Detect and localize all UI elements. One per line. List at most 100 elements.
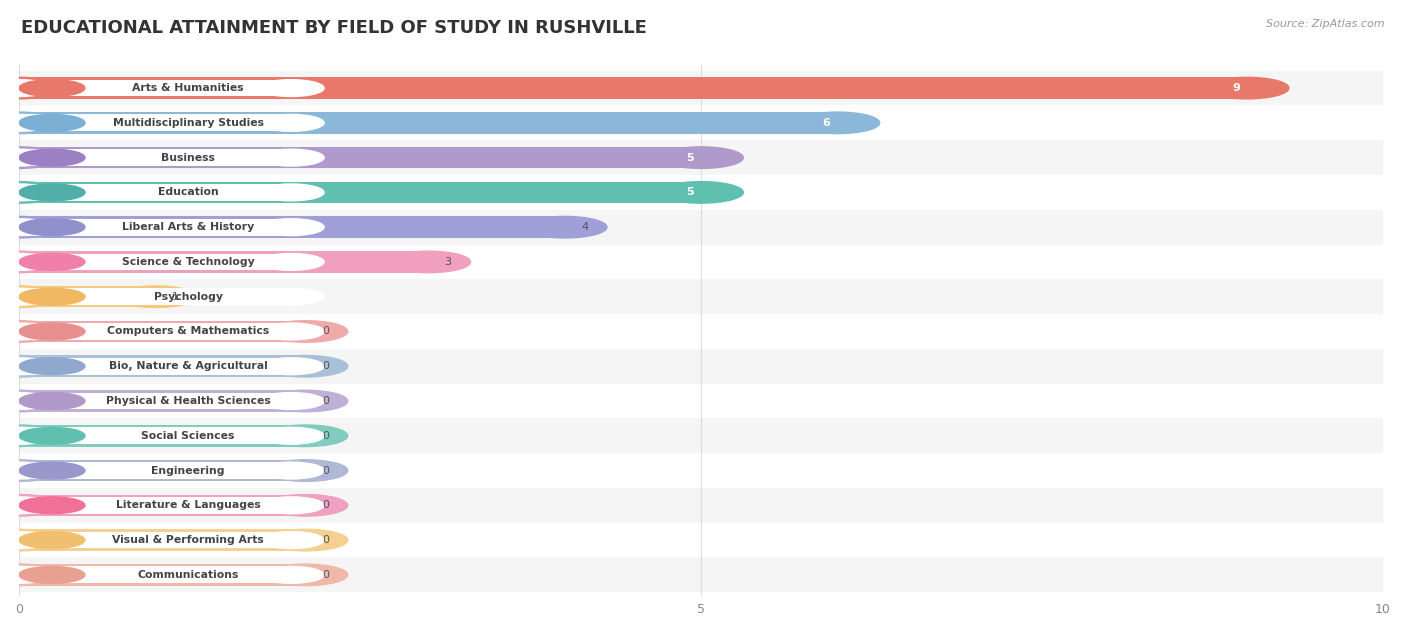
Text: 0: 0: [322, 361, 329, 371]
Bar: [20, 254, 291, 270]
Bar: [20, 564, 305, 586]
Circle shape: [0, 216, 62, 238]
Circle shape: [259, 80, 325, 97]
Text: Arts & Humanities: Arts & Humanities: [132, 83, 243, 93]
Bar: [20, 114, 291, 131]
Bar: [20, 78, 1247, 99]
Bar: [20, 251, 429, 273]
Bar: [0, 453, 1384, 488]
Circle shape: [259, 427, 325, 444]
Circle shape: [20, 462, 84, 479]
Circle shape: [0, 567, 52, 583]
Text: Social Sciences: Social Sciences: [142, 431, 235, 441]
Text: Literature & Languages: Literature & Languages: [115, 500, 260, 510]
Circle shape: [259, 567, 325, 583]
Circle shape: [523, 216, 607, 238]
Circle shape: [263, 425, 347, 447]
Bar: [0, 522, 1384, 557]
Circle shape: [0, 355, 62, 377]
Text: 5: 5: [686, 187, 695, 198]
Text: 0: 0: [322, 326, 329, 336]
Circle shape: [259, 462, 325, 479]
Circle shape: [259, 532, 325, 548]
Circle shape: [20, 392, 84, 410]
Circle shape: [0, 254, 52, 270]
Circle shape: [259, 392, 325, 410]
Circle shape: [0, 460, 62, 481]
Bar: [20, 321, 305, 342]
Text: Communications: Communications: [138, 570, 239, 580]
Text: 0: 0: [322, 431, 329, 441]
Bar: [0, 384, 1384, 418]
Bar: [20, 147, 702, 168]
Text: Business: Business: [162, 153, 215, 163]
Text: Source: ZipAtlas.com: Source: ZipAtlas.com: [1267, 19, 1385, 29]
Bar: [20, 495, 305, 516]
Circle shape: [0, 219, 52, 235]
Circle shape: [0, 149, 52, 166]
Circle shape: [0, 425, 62, 447]
Text: Physical & Health Sciences: Physical & Health Sciences: [105, 396, 270, 406]
Text: 6: 6: [823, 118, 831, 128]
Bar: [20, 216, 565, 238]
Bar: [20, 392, 291, 410]
Text: 0: 0: [322, 500, 329, 510]
Text: Liberal Arts & History: Liberal Arts & History: [122, 222, 254, 232]
Text: Engineering: Engineering: [152, 466, 225, 476]
Text: 1: 1: [172, 292, 179, 302]
Text: Computers & Mathematics: Computers & Mathematics: [107, 326, 269, 336]
Bar: [20, 427, 291, 444]
Circle shape: [259, 114, 325, 131]
Text: 9: 9: [1232, 83, 1240, 93]
Circle shape: [0, 392, 52, 410]
Text: 3: 3: [444, 257, 451, 267]
Text: 0: 0: [322, 466, 329, 476]
Circle shape: [0, 564, 62, 586]
Bar: [0, 71, 1384, 105]
Text: 5: 5: [686, 153, 695, 163]
Text: Education: Education: [157, 187, 218, 198]
Bar: [20, 323, 291, 340]
Circle shape: [259, 184, 325, 201]
Circle shape: [0, 147, 62, 168]
Circle shape: [1205, 78, 1289, 99]
Circle shape: [20, 567, 84, 583]
Circle shape: [20, 427, 84, 444]
Bar: [20, 112, 838, 134]
Circle shape: [659, 182, 744, 203]
Bar: [20, 80, 291, 97]
Circle shape: [0, 114, 52, 131]
Circle shape: [263, 564, 347, 586]
Bar: [20, 460, 305, 481]
Circle shape: [259, 288, 325, 305]
Bar: [20, 497, 291, 514]
Bar: [0, 418, 1384, 453]
Circle shape: [20, 219, 84, 235]
Circle shape: [259, 219, 325, 235]
Bar: [20, 182, 702, 203]
Bar: [20, 358, 291, 375]
Circle shape: [0, 323, 52, 340]
Circle shape: [659, 147, 744, 168]
Bar: [20, 355, 305, 377]
Bar: [20, 184, 291, 201]
Circle shape: [0, 80, 52, 97]
Bar: [0, 105, 1384, 140]
Circle shape: [20, 254, 84, 270]
Circle shape: [0, 462, 52, 479]
Bar: [20, 288, 291, 305]
Circle shape: [0, 532, 52, 548]
Circle shape: [20, 497, 84, 514]
Bar: [0, 175, 1384, 209]
Circle shape: [0, 112, 62, 134]
Bar: [0, 488, 1384, 522]
Bar: [20, 219, 291, 235]
Text: EDUCATIONAL ATTAINMENT BY FIELD OF STUDY IN RUSHVILLE: EDUCATIONAL ATTAINMENT BY FIELD OF STUDY…: [21, 19, 647, 37]
Circle shape: [0, 78, 62, 99]
Text: Science & Technology: Science & Technology: [122, 257, 254, 267]
Circle shape: [0, 495, 62, 516]
Bar: [20, 462, 291, 479]
Bar: [0, 245, 1384, 280]
Circle shape: [259, 358, 325, 375]
Bar: [0, 280, 1384, 314]
